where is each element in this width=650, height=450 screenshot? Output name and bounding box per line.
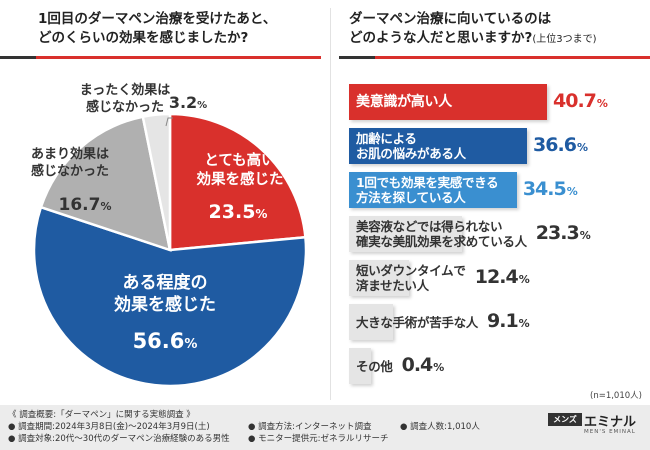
left-question-title: 1回目のダーマペン治療を受けたあと、 どのくらいの効果を感じましたか? [38,10,276,48]
pie-slice-label: あまり効果は感じなかった [31,146,109,179]
bar-3 [349,172,517,208]
bar-label: 1回でも効果を実感できる 方法を探している人 [356,175,499,205]
bar-7 [349,348,371,384]
bar-6 [349,304,394,340]
bar-label: 美容液などでは得られない 確実な美肌効果を求めている人 [356,219,527,249]
bar-5 [349,260,410,296]
pie-slice-very-effective [168,112,307,252]
pie-leader-line [165,117,173,127]
bar-value: 0.4% [401,354,445,376]
pie-slice-value: 3.2% [169,93,207,112]
pie-slice-label: ある程度の効果を感じた [114,272,216,315]
right-title-underline [339,56,375,59]
left-title-underline [0,56,36,59]
pie-slice-no-effect [141,112,172,251]
footer-overview: 《 調査概要:「ダーマペン」に関する実態調査 》 [8,410,195,420]
bar-value: 36.6% [533,134,588,156]
pie-slice-value: 56.6% [133,329,198,353]
pie-slice-label: とても高い効果を感じた [197,151,284,188]
pie-slice-little-effect [39,115,172,252]
pie-leaders [165,117,173,127]
bar-4 [349,216,463,252]
footer-count: ● 調査人数:1,010人 [400,422,480,432]
footer-period: ● 調査期間:2024年3月8日(金)〜2024年3月9日(土) [8,422,210,432]
footer-target: ● 調査対象:20代〜30代のダーマペン治療経験のある男性 [8,434,230,444]
sample-size-note: (n=1,010人) [590,391,642,401]
right-question-line2: どのような人だと思いますか? [349,30,533,46]
footer-monitor: ● モニター提供元:ゼネラルリサーチ [248,434,389,444]
left-title-underline-accent [36,56,321,59]
bar-value: 34.5% [522,178,578,200]
pie-labels: とても高い効果を感じた 23.5% ある程度の効果を感じた 56.6% あまり効果は感じ… [31,82,284,353]
logo-box: メンズ [548,413,582,426]
pie-slice-value: 16.7% [59,195,112,215]
pie-slice-somewhat-effective [32,205,308,388]
bar-label: その他 [356,358,393,374]
pie-chart: とても高い効果を感じた 23.5% ある程度の効果を感じた 56.6% あまり効果は感じ… [31,82,308,388]
pie-slices [32,112,308,388]
bar-2 [349,128,528,164]
bar-value: 9.1% [487,310,530,332]
bar-label: 加齢による お肌の悩みがある人 [356,131,466,161]
right-question-title: ダーマペン治療に向いているのは どのような人だと思いますか?(上位3つまで) [349,10,597,49]
footer-method: ● 調査方法:インターネット調査 [248,422,372,432]
bar-value: 12.4% [474,266,530,288]
bar-value: 40.7% [553,90,608,112]
logo-main: エミナル [584,415,637,430]
brand-logo: メンズ エミナル MEN'S EMINAL [548,411,643,441]
footer [0,405,650,450]
bar-label: 大きな手術が苦手な人 [356,314,479,330]
right-title-underline-accent [375,56,650,59]
left-question-line2: どのくらいの効果を感じましたか? [38,30,249,46]
pie-slice-value: 23.5% [209,201,268,223]
right-question-line1: ダーマペン治療に向いているのは [349,11,552,27]
pie-slice-label: まったく効果は感じなかった [80,82,170,115]
left-question-line1: 1回目のダーマペン治療を受けたあと、 [38,11,277,27]
bar-value: 23.3% [535,222,591,244]
right-question-sub: (上位3つまで) [532,34,597,45]
logo-sub: MEN'S EMINAL [584,429,636,435]
bar-label: 美意識が高い人 [356,93,452,110]
bar-1 [349,84,547,120]
column-separator [330,8,331,400]
bar-label: 短いダウンタイムで 済ませたい人 [356,263,466,293]
